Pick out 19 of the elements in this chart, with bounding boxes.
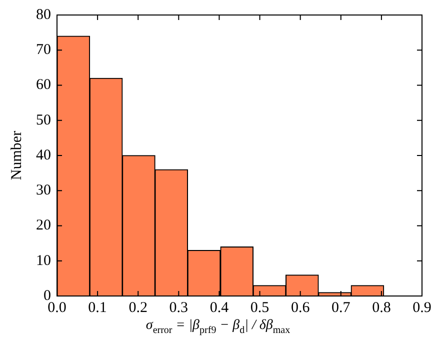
x-tick-label: 0.6 [290,300,310,316]
y-tick-label: 60 [36,77,51,94]
x-tick-label: 0.7 [332,300,351,316]
x-tick-label: 0.1 [88,300,107,316]
x-tick-label: 0.4 [210,300,230,316]
y-tick-label: 10 [36,252,51,269]
x-tick-label: 0.3 [169,300,188,316]
y-tick-label: 40 [36,147,51,164]
x-tick-label: 0.5 [250,300,270,316]
x-tick-label: 0.8 [372,300,391,316]
y-tick-label: 50 [36,112,51,128]
x-tick-label: 0.9 [412,300,432,316]
y-axis-title: Number [8,130,25,180]
y-tick-label: 80 [36,6,51,23]
x-axis-title: σ$_{error}$ = |β$_{prf9}$ − β$_{d}$| / δβ$_{max}$ [144,318,292,336]
y-tick-label: 70 [36,42,51,58]
y-tick-label: 20 [36,218,51,234]
y-tick-label: 30 [36,182,51,199]
x-tick-label: 0.2 [128,300,148,316]
